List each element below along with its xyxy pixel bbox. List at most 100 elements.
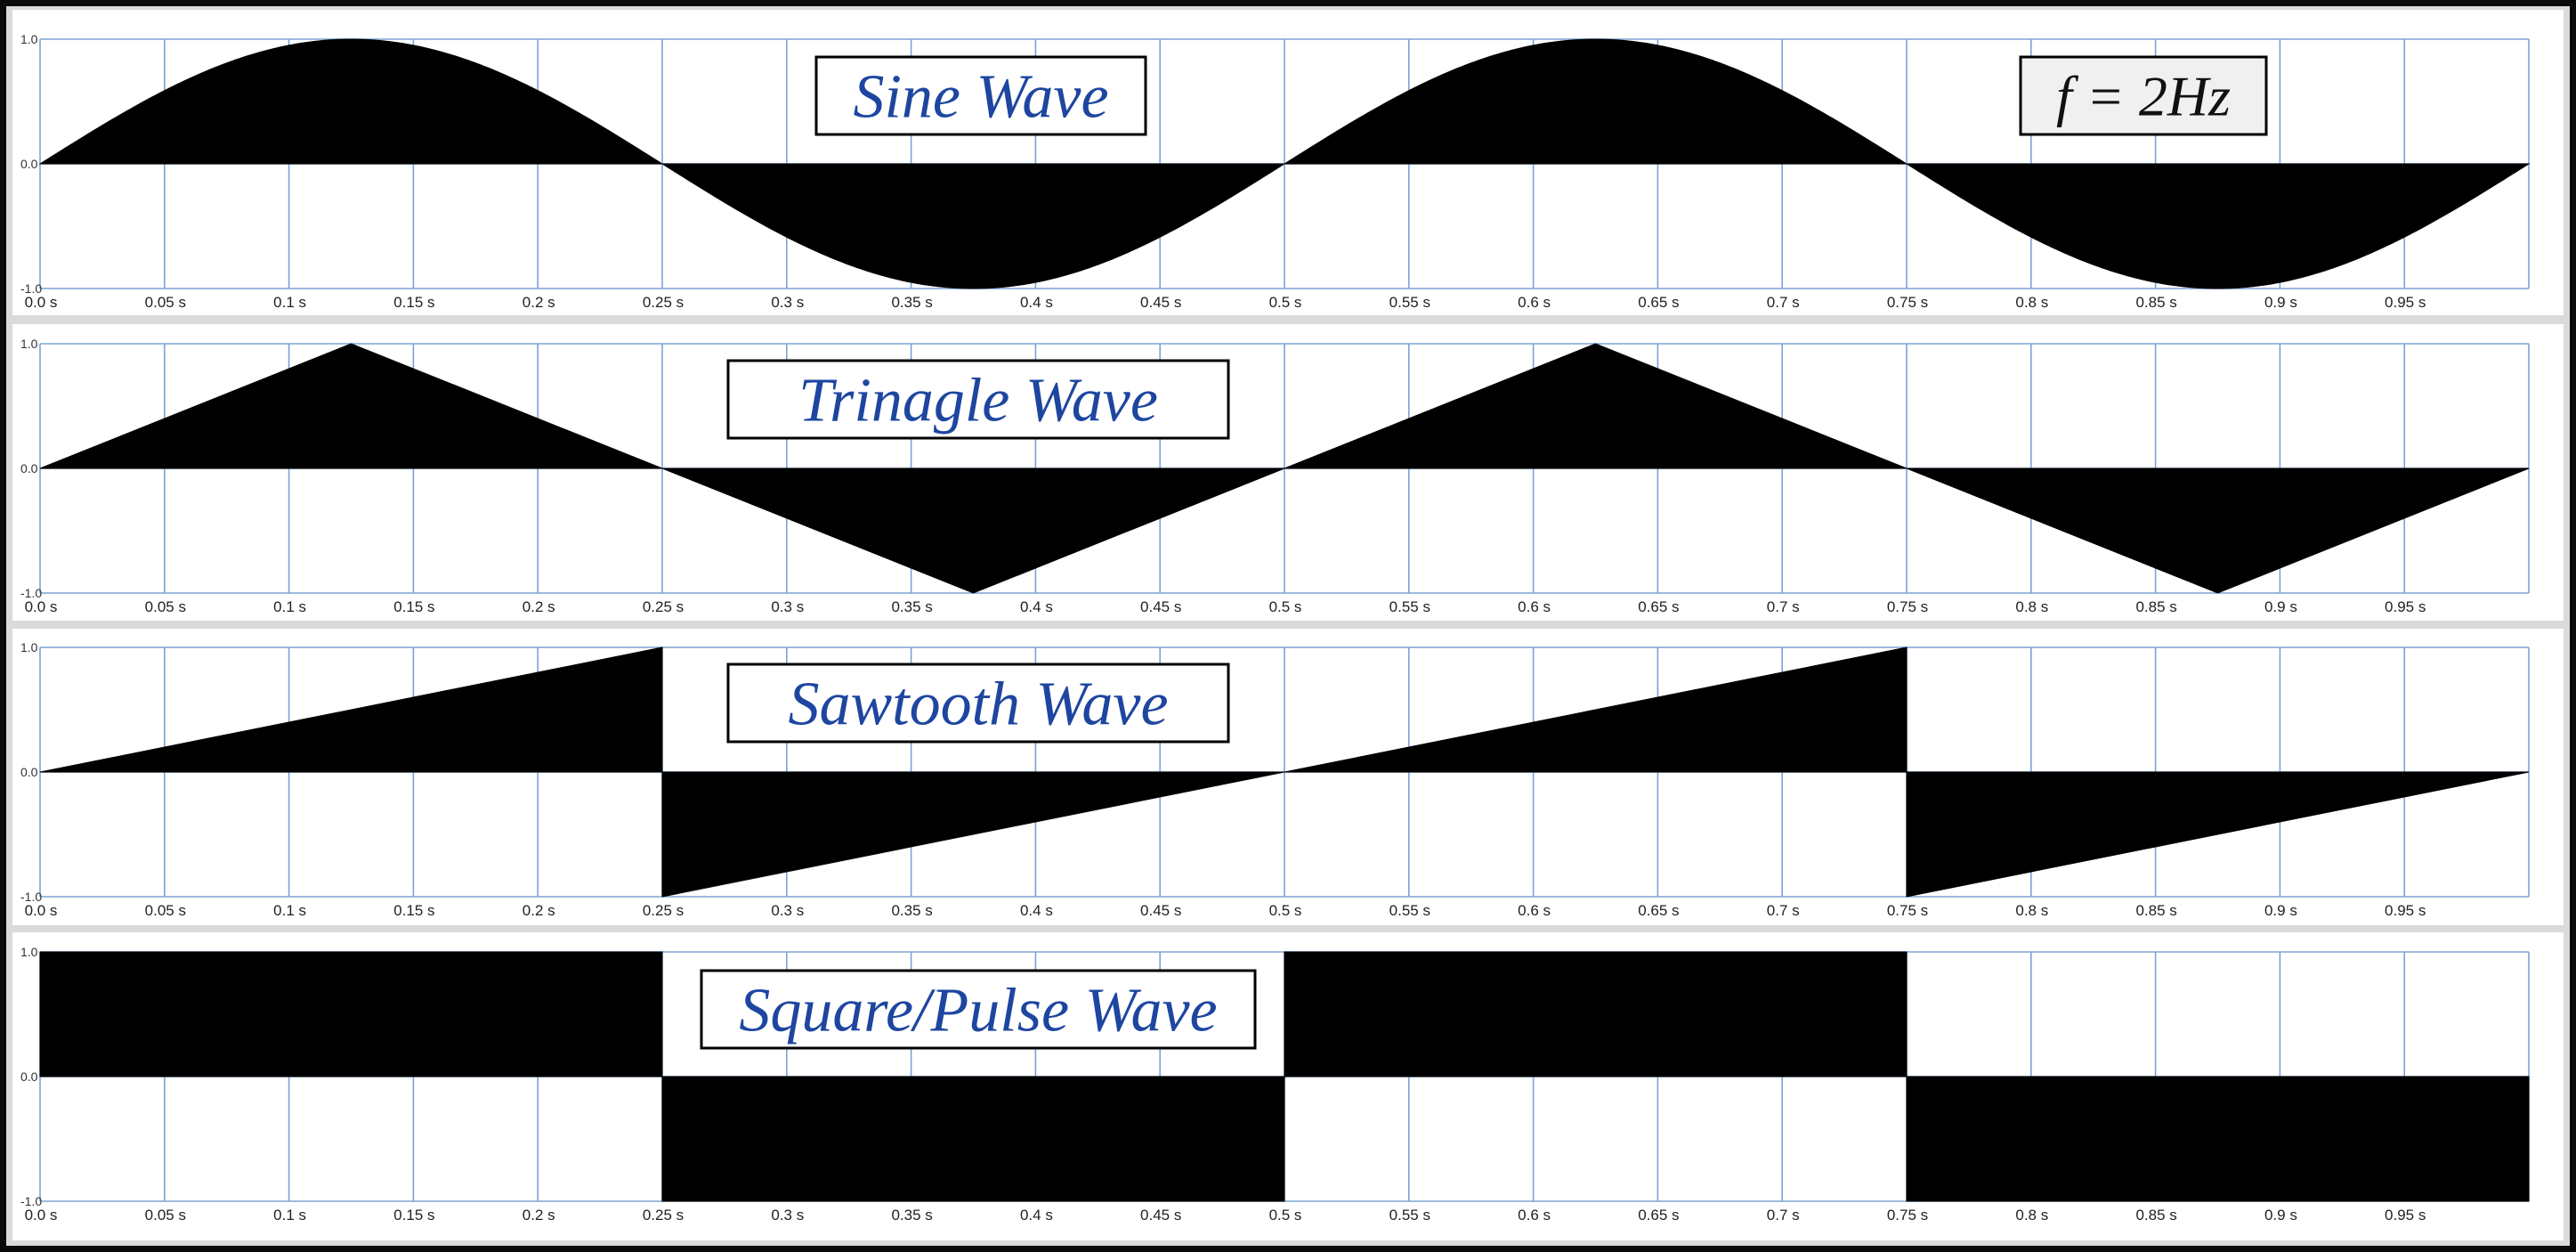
x-tick-label: 0.55 s bbox=[1389, 294, 1430, 311]
x-tick-label: 0.5 s bbox=[1269, 902, 1302, 919]
x-tick-label: 0.85 s bbox=[2135, 1207, 2176, 1224]
y-tick-label: -1.0 bbox=[20, 1194, 42, 1208]
x-tick-label: 0.2 s bbox=[522, 902, 555, 919]
chart-title: Trinagle Wave bbox=[798, 367, 1158, 435]
x-tick-label: 0.55 s bbox=[1389, 598, 1430, 615]
x-tick-label: 0.05 s bbox=[145, 1207, 186, 1224]
chart-title: Sawtooth Wave bbox=[788, 671, 1168, 739]
waveform-area-triangle bbox=[39, 343, 2530, 594]
x-tick-label: 0.5 s bbox=[1269, 294, 1302, 311]
y-tick-label: 0.0 bbox=[20, 157, 38, 171]
x-tick-label: 0.9 s bbox=[2264, 598, 2297, 615]
x-tick-label: 0.8 s bbox=[2015, 294, 2048, 311]
y-tick-label: 1.0 bbox=[20, 337, 38, 351]
x-tick-label: 0.25 s bbox=[643, 902, 684, 919]
x-tick-label: 0.85 s bbox=[2135, 598, 2176, 615]
x-tick-label: 0.5 s bbox=[1269, 1207, 1302, 1224]
x-tick-label: 0.55 s bbox=[1389, 1207, 1430, 1224]
x-tick-label: 0.1 s bbox=[273, 294, 306, 311]
chart-title-box bbox=[726, 359, 1230, 440]
x-tick-label: 0.15 s bbox=[393, 1207, 434, 1224]
x-tick-label: 0.25 s bbox=[643, 1207, 684, 1224]
x-tick-label: 0.45 s bbox=[1140, 1207, 1181, 1224]
y-tick-label: 1.0 bbox=[20, 640, 38, 654]
y-tick-label: 0.0 bbox=[20, 765, 38, 779]
y-tick-label: 1.0 bbox=[20, 32, 38, 46]
x-tick-label: 0.75 s bbox=[1887, 598, 1928, 615]
x-tick-label: 0.3 s bbox=[771, 902, 804, 919]
x-tick-label: 0.8 s bbox=[2015, 1207, 2048, 1224]
x-tick-label: 0.75 s bbox=[1887, 902, 1928, 919]
x-tick-label: 0.8 s bbox=[2015, 598, 2048, 615]
x-tick-label: 0.1 s bbox=[273, 902, 306, 919]
x-tick-label: 0.9 s bbox=[2264, 902, 2297, 919]
y-tick-label: 1.0 bbox=[20, 945, 38, 959]
x-tick-label: 0.3 s bbox=[771, 1207, 804, 1224]
x-tick-label: 0.7 s bbox=[1767, 294, 1800, 311]
frequency-label-box: f = 2Hz bbox=[2019, 55, 2268, 136]
x-tick-label: 0.9 s bbox=[2264, 294, 2297, 311]
x-tick-label: 0.2 s bbox=[522, 294, 555, 311]
x-tick-label: 0.7 s bbox=[1767, 598, 1800, 615]
x-tick-label: 0.5 s bbox=[1269, 598, 1302, 615]
x-tick-label: 0.35 s bbox=[891, 1207, 932, 1224]
waveform-area-sawtooth bbox=[39, 646, 2530, 898]
chart-panel-triangle: 1.0 0.0 -1.00.0 s 0.05 s 0.1 s 0.15 s 0.2 s 0.2… bbox=[12, 324, 2564, 621]
x-tick-label: 0.0 s bbox=[25, 902, 58, 919]
x-tick-label: 0.9 s bbox=[2264, 1207, 2297, 1224]
x-tick-label: 0.2 s bbox=[522, 598, 555, 615]
x-tick-label: 0.05 s bbox=[145, 902, 186, 919]
x-tick-label: 0.1 s bbox=[273, 1207, 306, 1224]
x-tick-label: 0.4 s bbox=[1020, 294, 1053, 311]
x-tick-label: 0.85 s bbox=[2135, 902, 2176, 919]
x-tick-label: 0.1 s bbox=[273, 598, 306, 615]
x-tick-label: 0.85 s bbox=[2135, 294, 2176, 311]
chart-title: Square/Pulse Wave bbox=[739, 977, 1217, 1045]
x-tick-label: 0.95 s bbox=[2385, 1207, 2426, 1224]
waveform-area-square bbox=[39, 951, 2530, 1202]
x-tick-label: 0.35 s bbox=[891, 902, 932, 919]
x-tick-label: 0.25 s bbox=[643, 598, 684, 615]
x-tick-label: 0.05 s bbox=[145, 598, 186, 615]
chart-panel-sawtooth: 1.0 0.0 -1.00.0 s 0.05 s 0.1 s 0.15 s 0.2 s 0.2… bbox=[12, 629, 2564, 925]
frequency-label: f = 2Hz bbox=[2056, 65, 2231, 128]
x-tick-label: 0.65 s bbox=[1638, 902, 1679, 919]
x-tick-label: 0.95 s bbox=[2385, 902, 2426, 919]
chart-title-box bbox=[700, 969, 1257, 1050]
x-tick-label: 0.45 s bbox=[1140, 598, 1181, 615]
x-tick-label: 0.8 s bbox=[2015, 902, 2048, 919]
x-tick-label: 0.7 s bbox=[1767, 902, 1800, 919]
x-tick-label: 0.0 s bbox=[25, 294, 58, 311]
x-tick-label: 0.15 s bbox=[393, 294, 434, 311]
y-tick-label: 0.0 bbox=[20, 461, 38, 476]
x-tick-label: 0.6 s bbox=[1518, 294, 1551, 311]
chart-title-box bbox=[814, 55, 1147, 136]
x-tick-label: 0.35 s bbox=[891, 598, 932, 615]
x-tick-label: 0.65 s bbox=[1638, 294, 1679, 311]
waveform-area-sine bbox=[38, 38, 2531, 289]
x-tick-label: 0.6 s bbox=[1518, 1207, 1551, 1224]
chart-title: Sine Wave bbox=[853, 63, 1108, 132]
waveforms-canvas: 1.00.0-1.00.0 s 0.05 s 0.1 s 0.15 s 0.2 s 0.2… bbox=[12, 10, 2564, 1240]
x-tick-label: 0.2 s bbox=[522, 1207, 555, 1224]
waveforms-figure: 1.0 0.0 -1.0 0.0 s 0.05 s 0.1 s 0.15 s 0.2 s 0.2… bbox=[6, 6, 2570, 1246]
x-tick-label: 0.6 s bbox=[1518, 902, 1551, 919]
x-tick-label: 0.3 s bbox=[771, 294, 804, 311]
x-tick-label: 0.15 s bbox=[393, 902, 434, 919]
chart-panel-square: 1.0 0.0 -1.00.0 s 0.05 s 0.1 s 0.15 s 0.2 s 0.2… bbox=[12, 932, 2564, 1240]
x-tick-label: 0.4 s bbox=[1020, 598, 1053, 615]
x-tick-label: 0.55 s bbox=[1389, 902, 1430, 919]
x-tick-label: 0.4 s bbox=[1020, 1207, 1053, 1224]
y-tick-label: 0.0 bbox=[20, 1069, 38, 1084]
x-tick-label: 0.45 s bbox=[1140, 294, 1181, 311]
x-tick-label: 0.05 s bbox=[145, 294, 186, 311]
x-tick-label: 0.25 s bbox=[643, 294, 684, 311]
x-tick-label: 0.95 s bbox=[2385, 598, 2426, 615]
x-tick-label: 0.45 s bbox=[1140, 902, 1181, 919]
x-tick-label: 0.65 s bbox=[1638, 598, 1679, 615]
x-tick-label: 0.15 s bbox=[393, 598, 434, 615]
x-tick-label: 0.4 s bbox=[1020, 902, 1053, 919]
chart-panel-sine: 1.0 0.0 -1.00.0 s 0.05 s 0.1 s 0.15 s 0.2 s 0.2… bbox=[12, 10, 2564, 315]
y-tick-label: -1.0 bbox=[20, 281, 42, 296]
x-tick-label: 0.3 s bbox=[771, 598, 804, 615]
